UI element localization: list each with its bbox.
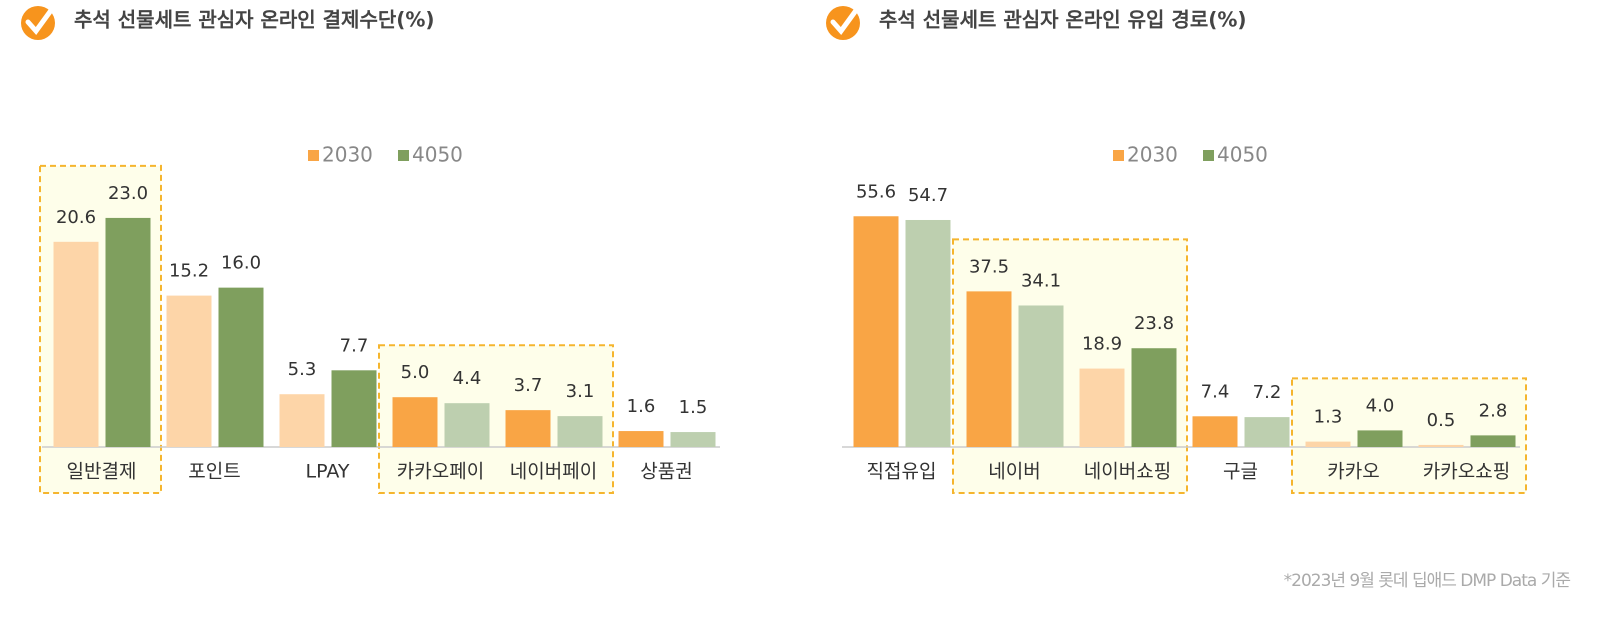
bar — [505, 410, 551, 447]
x-tick-label: 네이버페이 — [510, 461, 597, 483]
value-label: 3.1 — [566, 381, 595, 402]
x-tick-label: 구글 — [1223, 461, 1258, 483]
bar — [670, 432, 716, 447]
value-label: 55.6 — [856, 181, 896, 202]
legend-label: 2030 — [1127, 143, 1178, 167]
x-tick-label: LPAY — [306, 461, 350, 483]
value-label: 37.5 — [969, 256, 1009, 277]
value-label: 15.2 — [169, 261, 209, 282]
legend-swatch — [1113, 150, 1124, 161]
value-label: 3.7 — [514, 375, 543, 396]
value-label: 54.7 — [908, 185, 948, 206]
value-label: 23.0 — [108, 183, 148, 204]
x-tick-label: 직접유입 — [867, 461, 937, 483]
bar — [618, 431, 664, 447]
x-tick-label: 카카오페이 — [397, 461, 484, 483]
title-check — [830, 6, 860, 35]
value-label: 18.9 — [1082, 334, 1122, 355]
bar — [392, 397, 438, 447]
value-label: 5.3 — [288, 359, 317, 380]
bar — [1418, 444, 1464, 447]
x-tick-label: 상품권 — [640, 461, 692, 483]
legend-swatch — [1203, 150, 1214, 161]
bar — [1244, 417, 1290, 447]
bar — [1357, 430, 1403, 447]
bar — [331, 370, 377, 447]
x-tick-label: 포인트 — [188, 461, 240, 483]
bar — [279, 394, 325, 447]
bar — [1131, 348, 1177, 447]
value-label: 4.0 — [1366, 395, 1395, 416]
chart-title: 추석 선물세트 관심자 온라인 결제수단(%) — [74, 8, 435, 32]
x-tick-label: 카카오쇼핑 — [1423, 461, 1510, 483]
x-tick-label: 네이버 — [988, 461, 1040, 483]
value-label: 7.4 — [1201, 381, 1230, 402]
value-label: 2.8 — [1479, 400, 1508, 421]
x-tick-label: 카카오 — [1327, 461, 1379, 483]
value-label: 1.5 — [679, 397, 708, 418]
legend-label: 2030 — [322, 143, 373, 167]
bar — [905, 219, 951, 447]
legend-label: 4050 — [412, 143, 463, 167]
value-label: 5.0 — [401, 362, 430, 383]
chart-title: 추석 선물세트 관심자 온라인 유입 경로(%) — [879, 8, 1247, 32]
legend-label: 4050 — [1217, 143, 1268, 167]
bar — [1192, 416, 1238, 447]
legend-swatch — [308, 150, 319, 161]
bar — [218, 287, 264, 447]
value-label: 1.3 — [1314, 407, 1343, 428]
bar — [166, 295, 212, 447]
value-label: 34.1 — [1021, 270, 1061, 291]
bar — [1018, 305, 1064, 447]
value-label: 20.6 — [56, 207, 96, 228]
bar — [105, 217, 151, 447]
title-check — [25, 6, 55, 35]
value-label: 0.5 — [1427, 410, 1456, 431]
value-label: 16.0 — [221, 253, 261, 274]
value-label: 1.6 — [627, 396, 656, 417]
value-label: 7.7 — [340, 335, 369, 356]
value-label: 7.2 — [1253, 382, 1282, 403]
bar — [444, 403, 490, 447]
bar — [853, 216, 899, 447]
x-tick-label: 일반결제 — [67, 461, 137, 483]
chart: 추석 선물세트 관심자 온라인 유입 경로(%) 2030 4050 직접유입 55.6… — [826, 6, 1527, 494]
chart: 추석 선물세트 관심자 온라인 결제수단(%) 2030 4050 일반결제 20.6 2… — [21, 6, 720, 495]
bar — [1470, 435, 1516, 447]
footnote: *2023년 9월 롯데 딥애드 DMP Data 기준 — [1283, 571, 1571, 591]
bar — [1079, 368, 1125, 447]
bar — [557, 416, 603, 447]
bar — [53, 241, 99, 447]
value-label: 4.4 — [453, 368, 482, 389]
bar — [966, 291, 1012, 447]
x-tick-label: 네이버쇼핑 — [1084, 461, 1171, 483]
bar — [1305, 441, 1351, 447]
value-label: 23.8 — [1134, 313, 1174, 334]
legend-swatch — [398, 150, 409, 161]
